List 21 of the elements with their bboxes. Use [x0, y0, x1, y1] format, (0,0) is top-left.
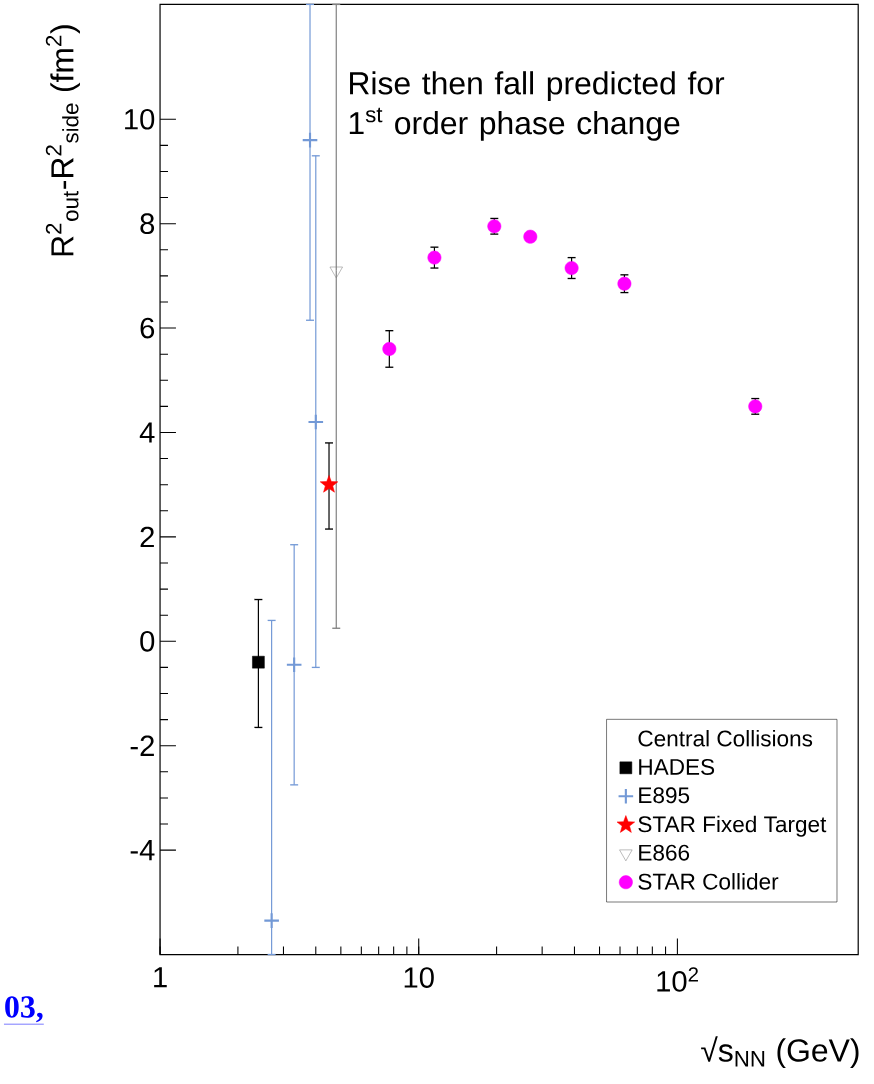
y-tick-label: 0 — [140, 630, 155, 652]
x-axis-title: √s$_{NN}$ (GeV) — [701, 1036, 859, 1069]
y-tick-label: 8 — [140, 213, 155, 235]
legend-label: HADES — [639, 758, 715, 775]
text: 03, — [5, 996, 43, 1023]
y-tick-label: 10 — [125, 108, 155, 130]
y-tick-label: 6 — [140, 317, 155, 339]
text: R$^{2}$$_{out}$-R$^{2}$$_{side}$ (fm$^{2}$) — [45, 25, 80, 256]
y-tick-label: -2 — [130, 735, 154, 756]
legend-label: STAR Fixed Target — [638, 815, 827, 837]
y-tick-label: 4 — [139, 422, 155, 443]
legend-title: Central Collisions — [638, 729, 813, 747]
x-tick-label: 10 — [404, 967, 434, 988]
y-tick-label: -4 — [130, 840, 155, 861]
x-tick-label: 10$^{2}$ — [657, 967, 698, 992]
legend-label: E895 — [639, 787, 690, 804]
annotation: Rise then fall predicted for 1$^{st}$ order phase change — [349, 71, 725, 141]
y-tick-label: 2 — [140, 526, 154, 548]
x-tick-label: 1 — [154, 967, 167, 988]
legend-label: STAR Collider — [638, 873, 779, 890]
legend-label: E866 — [639, 844, 690, 861]
